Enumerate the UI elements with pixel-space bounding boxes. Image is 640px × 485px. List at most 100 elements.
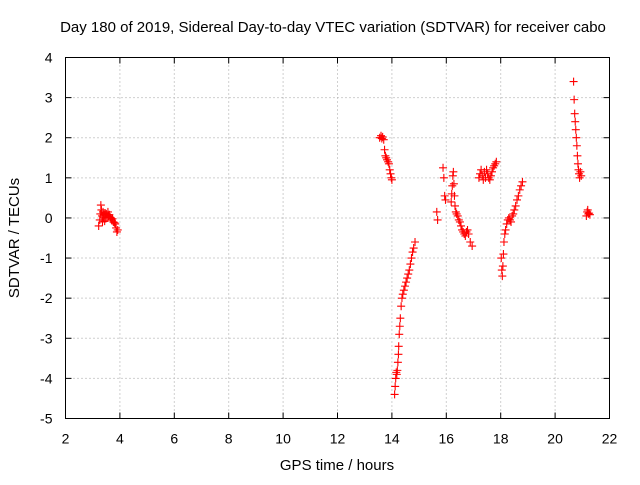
- x-tick-label: 22: [602, 431, 618, 447]
- data-point: [485, 175, 494, 184]
- x-tick-label: 20: [547, 431, 563, 447]
- data-point: [478, 171, 487, 180]
- data-point: [498, 272, 507, 281]
- data-point: [441, 195, 450, 204]
- data-point: [452, 209, 461, 218]
- data-point: [517, 181, 526, 190]
- data-point: [402, 278, 411, 287]
- data-point: [407, 254, 416, 263]
- data-point: [499, 250, 508, 259]
- data-point: [487, 167, 496, 176]
- data-point: [572, 133, 581, 142]
- data-point: [390, 390, 399, 399]
- y-axis-label: SDTVAR / TECUs: [6, 178, 23, 298]
- data-point: [518, 177, 527, 186]
- data-point: [383, 155, 392, 164]
- data-point: [393, 358, 402, 367]
- data-point: [486, 171, 495, 180]
- data-point: [404, 270, 413, 279]
- data-point: [463, 225, 472, 234]
- data-point: [94, 221, 103, 230]
- data-point: [497, 254, 506, 263]
- x-tick-label: 12: [330, 431, 346, 447]
- data-point: [449, 167, 458, 176]
- data-point: [498, 262, 507, 271]
- y-tick-label: 2: [45, 130, 53, 146]
- data-point: [569, 77, 578, 86]
- data-point: [111, 219, 120, 228]
- data-point: [387, 175, 396, 184]
- x-tick-label: 18: [493, 431, 509, 447]
- data-point: [461, 231, 470, 240]
- data-point: [411, 238, 420, 247]
- data-point: [439, 173, 448, 182]
- data-point: [515, 185, 524, 194]
- y-tick-label: -1: [40, 250, 53, 266]
- data-point: [450, 191, 459, 200]
- points-layer: [94, 77, 594, 399]
- data-point: [571, 125, 580, 134]
- data-point: [394, 342, 403, 351]
- data-point: [466, 238, 475, 247]
- data-point: [448, 181, 457, 190]
- data-point: [584, 209, 593, 218]
- data-point: [406, 260, 415, 269]
- y-tick-label: 4: [45, 50, 53, 66]
- data-point: [399, 286, 408, 295]
- data-point: [405, 266, 414, 275]
- data-point: [393, 366, 402, 375]
- data-point: [585, 209, 594, 218]
- data-point: [585, 210, 594, 219]
- data-point: [504, 213, 513, 222]
- data-point: [572, 141, 581, 150]
- data-point: [380, 145, 389, 154]
- data-point: [570, 109, 579, 118]
- data-point: [492, 157, 501, 166]
- data-point: [449, 179, 458, 188]
- plot-frame: [65, 57, 610, 419]
- data-point: [112, 227, 121, 236]
- data-point: [379, 135, 388, 144]
- data-point: [395, 322, 404, 331]
- data-point: [400, 282, 409, 291]
- data-point: [513, 195, 522, 204]
- chart-title: Day 180 of 2019, Sidereal Day-to-day VTE…: [60, 19, 606, 36]
- data-point: [396, 314, 405, 323]
- data-point: [490, 161, 499, 170]
- data-point: [106, 213, 115, 222]
- x-tick-label: 4: [116, 431, 124, 447]
- data-point: [384, 157, 393, 166]
- data-point: [440, 191, 449, 200]
- data-point: [409, 244, 418, 253]
- x-tick-label: 2: [62, 431, 70, 447]
- data-point: [508, 211, 517, 220]
- data-point: [509, 209, 518, 218]
- data-point: [110, 218, 119, 227]
- data-point: [453, 211, 462, 220]
- data-point: [507, 217, 516, 226]
- data-point: [112, 223, 121, 232]
- data-point: [501, 225, 510, 234]
- y-tick-label: -4: [40, 370, 53, 386]
- data-point: [381, 151, 390, 160]
- data-point: [408, 248, 417, 257]
- data-point: [514, 191, 523, 200]
- x-tick-label: 16: [439, 431, 455, 447]
- data-point: [109, 217, 118, 226]
- data-point: [403, 274, 412, 283]
- data-point: [502, 219, 511, 228]
- data-point: [377, 134, 386, 143]
- data-point: [382, 153, 391, 162]
- data-point: [491, 159, 500, 168]
- data-point: [500, 229, 509, 238]
- data-point: [394, 350, 403, 359]
- data-point: [451, 201, 460, 210]
- data-point: [113, 225, 122, 234]
- data-point: [397, 302, 406, 311]
- data-point: [499, 238, 508, 247]
- data-point: [433, 215, 442, 224]
- y-tick-label: -5: [40, 411, 53, 427]
- data-point: [464, 229, 473, 238]
